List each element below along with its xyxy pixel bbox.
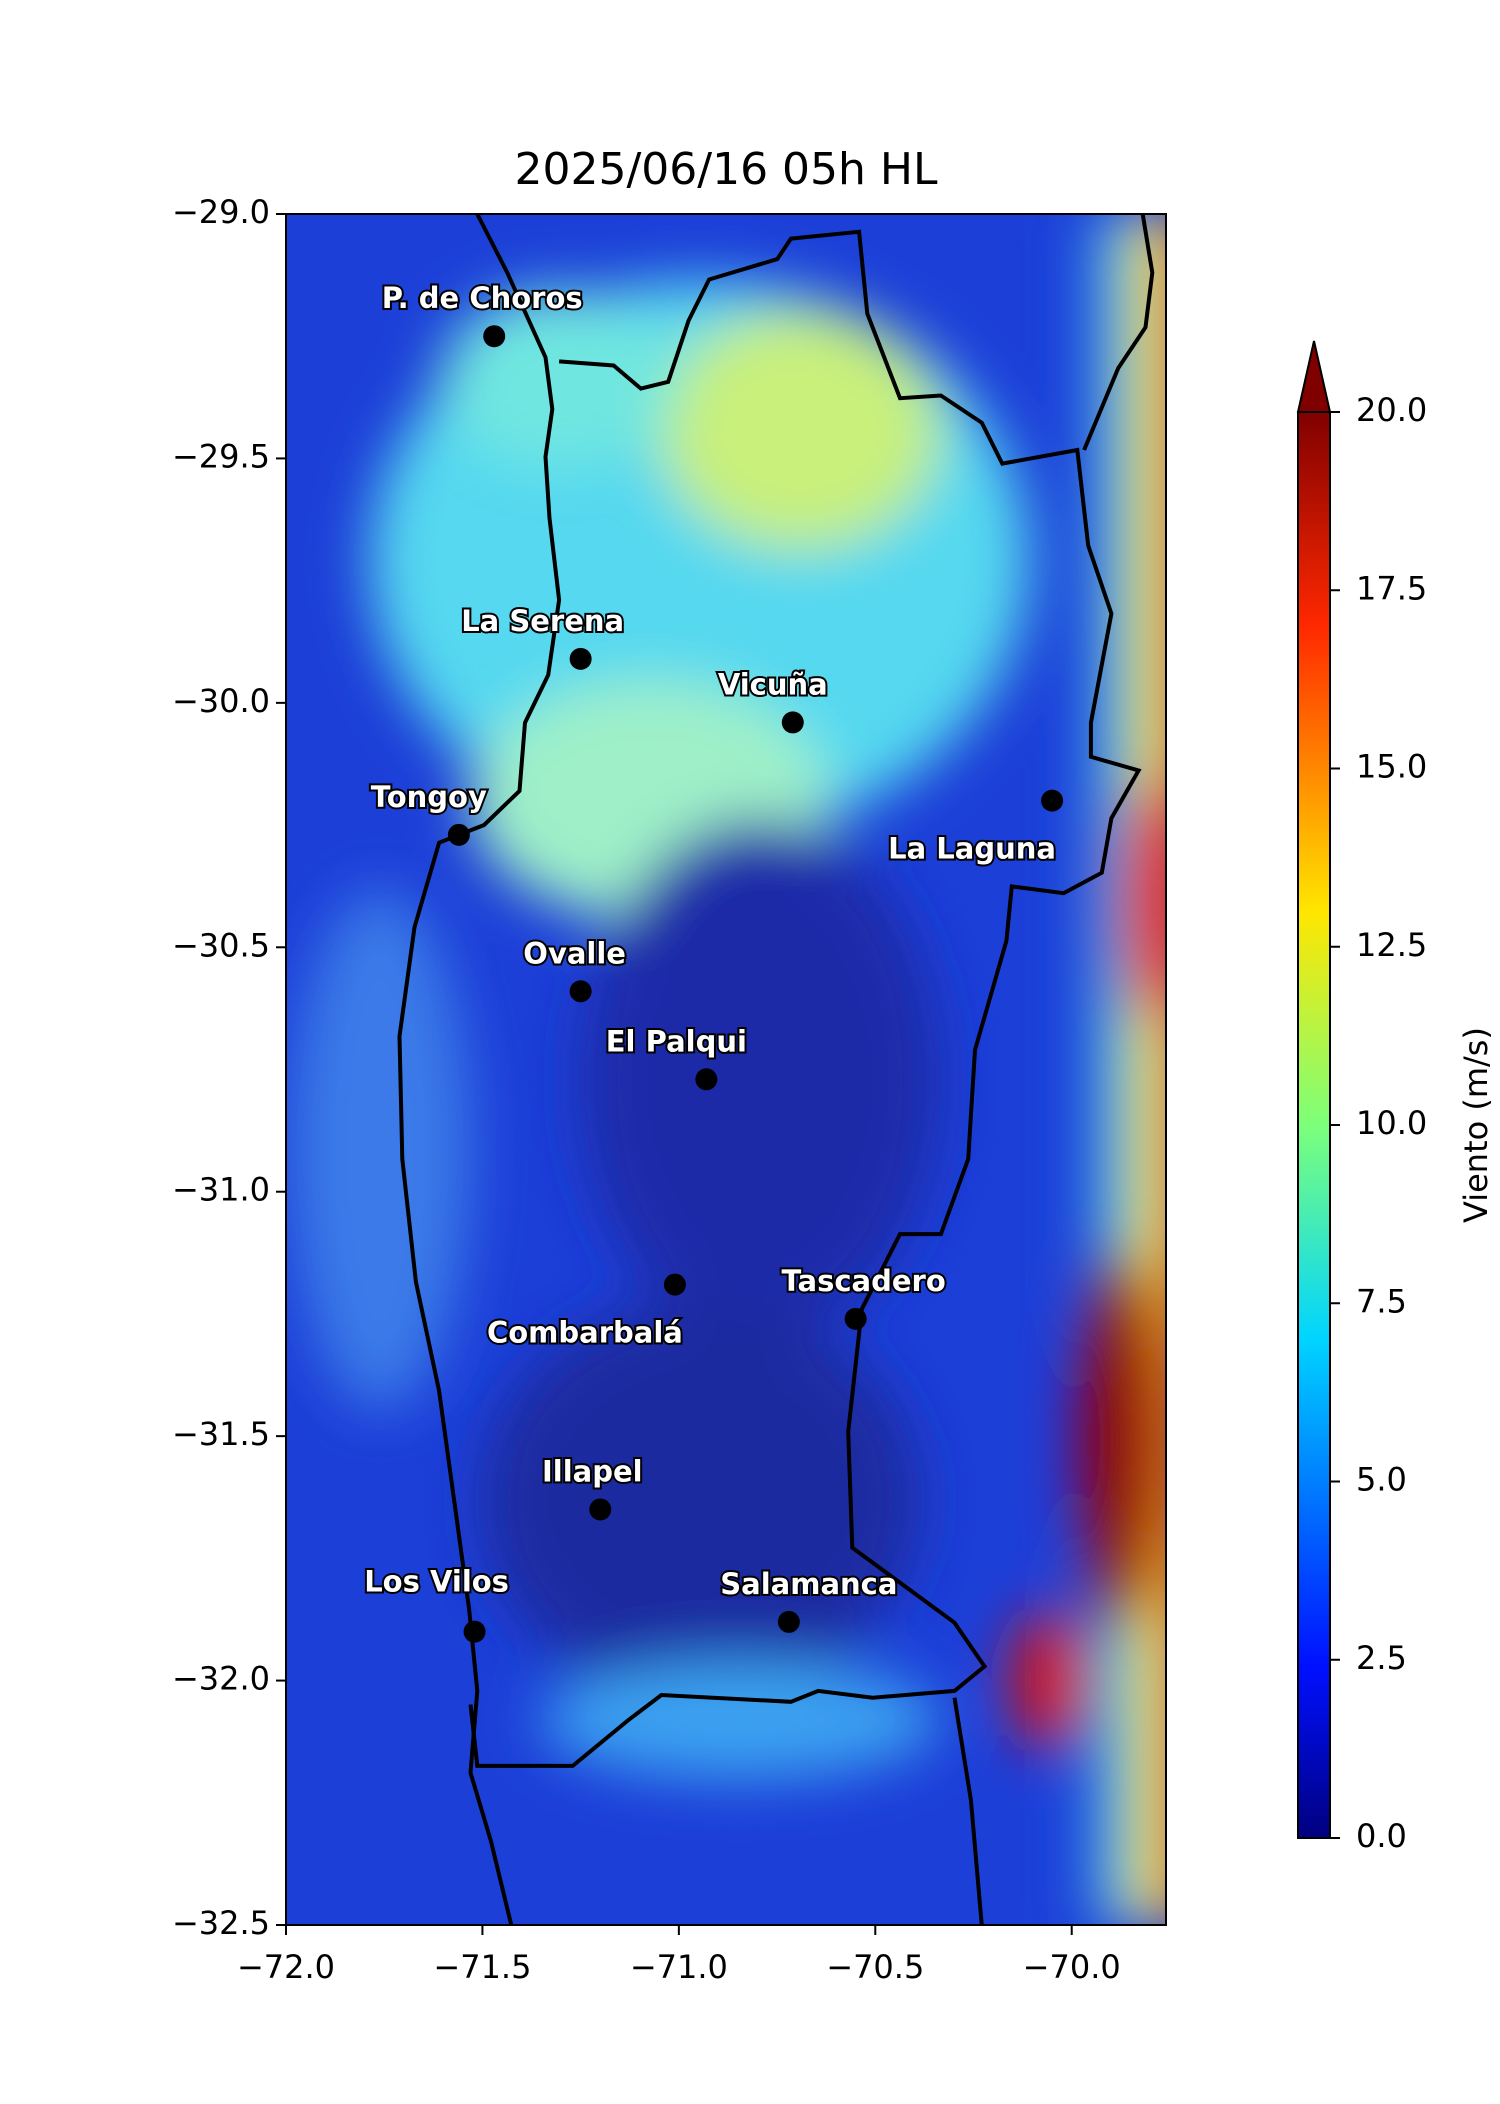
colorbar-tick-label: 10.0 bbox=[1356, 1104, 1427, 1142]
chart-title: 2025/06/16 05h HL bbox=[514, 144, 938, 195]
colorbar bbox=[1297, 411, 1331, 1839]
city-marker bbox=[777, 1610, 800, 1633]
city-marker bbox=[569, 647, 592, 670]
city-label: Los Vilos bbox=[364, 1565, 509, 1599]
y-tick-label: −29.0 bbox=[172, 193, 270, 231]
y-tick-label: −31.5 bbox=[172, 1415, 270, 1453]
city-marker bbox=[447, 823, 470, 846]
colorbar-tick-label: 20.0 bbox=[1356, 391, 1427, 429]
city-marker bbox=[781, 711, 804, 734]
x-tick-label: −72.0 bbox=[237, 1948, 335, 1986]
colorbar-tick-label: 17.5 bbox=[1356, 569, 1427, 607]
y-tick-label: −30.5 bbox=[172, 926, 270, 964]
axes-frame bbox=[285, 213, 1167, 1926]
city-label: Tongoy bbox=[371, 780, 487, 814]
colorbar-label: Viento (m/s) bbox=[1457, 1027, 1495, 1223]
city-label: Ovalle bbox=[523, 936, 626, 970]
city-label: P. de Choros bbox=[382, 281, 583, 315]
x-tick-label: −70.5 bbox=[826, 1948, 924, 1986]
region-border bbox=[468, 213, 1155, 1926]
city-marker bbox=[695, 1068, 718, 1091]
y-tick-label: −30.0 bbox=[172, 682, 270, 720]
y-tick-label: −32.5 bbox=[172, 1904, 270, 1942]
city-marker bbox=[569, 980, 592, 1003]
wind-field bbox=[286, 214, 1166, 1925]
colorbar-tick-label: 15.0 bbox=[1356, 748, 1427, 786]
colorbar-tick-label: 7.5 bbox=[1356, 1282, 1407, 1320]
x-tick-label: −71.0 bbox=[630, 1948, 728, 1986]
y-tick-label: −32.0 bbox=[172, 1660, 270, 1698]
y-tick-label: −31.0 bbox=[172, 1171, 270, 1209]
colorbar-tick-label: 5.0 bbox=[1356, 1461, 1407, 1499]
city-marker bbox=[1041, 789, 1064, 812]
colorbar-tick-label: 2.5 bbox=[1356, 1639, 1407, 1677]
colorbar-extend bbox=[1296, 340, 1332, 413]
colorbar-tick-label: 12.5 bbox=[1356, 926, 1427, 964]
city-label: La Laguna bbox=[888, 832, 1056, 866]
city-marker bbox=[483, 325, 506, 348]
x-tick-label: −70.0 bbox=[1023, 1948, 1121, 1986]
city-label: Illapel bbox=[542, 1454, 643, 1488]
x-tick-label: −71.5 bbox=[433, 1948, 531, 1986]
city-marker bbox=[463, 1620, 486, 1643]
y-tick-label: −29.5 bbox=[172, 437, 270, 475]
city-label: Salamanca bbox=[720, 1567, 897, 1601]
city-label: La Serena bbox=[461, 604, 624, 638]
city-label: Vicuña bbox=[718, 667, 828, 701]
city-marker bbox=[663, 1273, 686, 1296]
city-label: Combarbalá bbox=[487, 1316, 683, 1350]
colorbar-tick-label: 0.0 bbox=[1356, 1817, 1407, 1855]
city-label: Tascadero bbox=[781, 1264, 945, 1298]
city-marker bbox=[844, 1307, 867, 1330]
city-marker bbox=[589, 1498, 612, 1521]
city-label: El Palqui bbox=[606, 1024, 747, 1058]
